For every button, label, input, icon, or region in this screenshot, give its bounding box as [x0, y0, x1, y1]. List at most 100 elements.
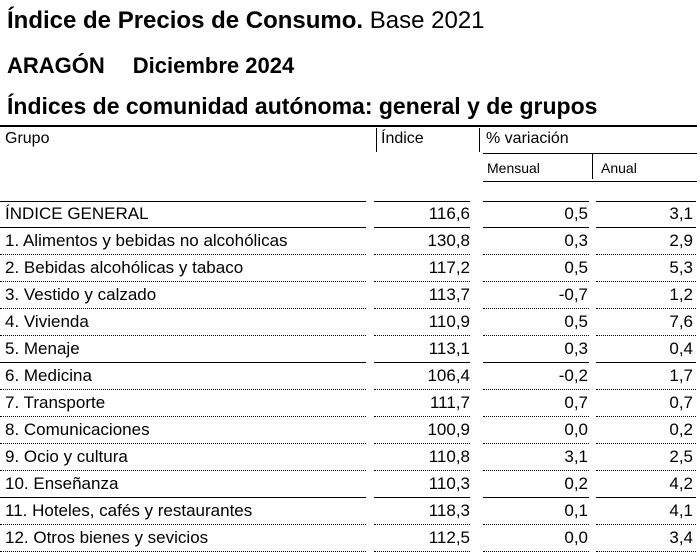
row-anual: 4,2 — [669, 474, 693, 493]
row-separator — [0, 551, 366, 552]
row-separator — [596, 362, 696, 363]
table-row: 1. Alimentos y bebidas no alcohólicas 130… — [0, 228, 700, 255]
document-title: Índice de Precios de Consumo. Base 2021 — [7, 7, 485, 35]
row-anual: 1,2 — [669, 285, 693, 304]
row-indice: 110,8 — [428, 447, 470, 466]
row-mensual: 0,7 — [564, 393, 588, 412]
row-grupo: 8. Comunicaciones — [5, 420, 150, 439]
title-bold: Índice de Precios de Consumo. — [7, 7, 364, 34]
row-separator — [596, 281, 696, 282]
row-separator — [374, 497, 470, 498]
row-separator — [0, 308, 366, 309]
row-separator — [0, 335, 366, 336]
row-separator — [483, 254, 589, 255]
row-grupo: 9. Ocio y cultura — [5, 447, 128, 466]
row-separator — [374, 335, 470, 336]
row-separator — [483, 335, 589, 336]
row-separator — [596, 497, 696, 498]
region-date-line: ARAGÓN Diciembre 2024 — [7, 53, 294, 79]
row-separator — [374, 551, 470, 552]
region-name: ARAGÓN — [7, 53, 105, 78]
row-separator — [374, 281, 470, 282]
row-separator — [483, 524, 589, 525]
row-mensual: 0,0 — [564, 420, 588, 439]
row-separator — [483, 389, 589, 390]
table-row: 6. Medicina 106,4 -0,2 1,7 — [0, 363, 700, 390]
row-grupo: 3. Vestido y calzado — [5, 285, 157, 304]
row-mensual: 0,1 — [564, 501, 588, 520]
row-separator — [374, 470, 470, 471]
table-row: 5. Menaje 113,1 0,3 0,4 — [0, 336, 700, 363]
row-separator — [596, 551, 696, 552]
row-separator — [0, 254, 366, 255]
period-date: Diciembre 2024 — [132, 53, 295, 78]
row-anual: 0,4 — [669, 339, 693, 358]
col-header-indice: Índice — [381, 130, 424, 147]
row-grupo: 6. Medicina — [5, 366, 92, 385]
row-indice: 111,7 — [429, 393, 470, 412]
table-row: 9. Ocio y cultura 110,8 3,1 2,5 — [0, 444, 700, 471]
row-separator — [596, 254, 696, 255]
table-row: 10. Enseñanza 110,3 0,2 4,2 — [0, 471, 700, 498]
row-separator — [374, 362, 470, 363]
table-row: 11. Hoteles, cafés y restaurantes 118,3 0,… — [0, 498, 700, 525]
table-row: 7. Transporte 111,7 0,7 0,7 — [0, 390, 700, 417]
row-indice: 113,7 — [428, 285, 470, 304]
row-separator — [0, 524, 366, 525]
row-mensual: 0,2 — [564, 474, 588, 493]
row-separator — [483, 443, 589, 444]
table-row: 12. Otros bienes y sevicios 112,5 0,0 3,4 — [0, 525, 700, 552]
row-separator — [0, 389, 366, 390]
row-indice: 117,2 — [428, 258, 470, 277]
row-grupo: 1. Alimentos y bebidas no alcohólicas — [5, 231, 288, 250]
row-separator — [0, 497, 366, 498]
row-mensual: 3,1 — [564, 447, 588, 466]
row-anual: 1,7 — [669, 366, 693, 385]
title-base: Base 2021 — [363, 7, 485, 34]
col-divider — [479, 128, 480, 152]
row-indice: 116,6 — [428, 204, 470, 223]
row-separator — [483, 281, 589, 282]
row-separator — [596, 470, 696, 471]
header-bottom-rule — [374, 201, 470, 202]
row-separator — [0, 281, 366, 282]
header-bottom-rule — [0, 201, 366, 202]
row-mensual: 0,0 — [564, 528, 588, 547]
row-grupo: 12. Otros bienes y sevicios — [5, 528, 209, 547]
row-separator — [483, 308, 589, 309]
col-divider — [376, 128, 377, 152]
row-anual: 3,4 — [669, 528, 693, 547]
row-separator — [0, 362, 366, 363]
row-separator — [0, 470, 366, 471]
row-indice: 130,8 — [427, 231, 470, 250]
row-anual: 7,6 — [669, 312, 693, 331]
row-separator — [374, 227, 470, 228]
header-sub-rule — [483, 153, 697, 154]
row-grupo: 5. Menaje — [5, 339, 80, 358]
row-separator — [596, 308, 696, 309]
row-mensual: -0,7 — [558, 285, 588, 304]
row-indice: 113,1 — [428, 339, 470, 358]
row-separator — [596, 389, 696, 390]
table-row: 2. Bebidas alcohólicas y tabaco 117,2 0,5 5… — [0, 255, 700, 282]
row-anual: 5,3 — [669, 258, 693, 277]
row-mensual: 0,5 — [564, 204, 588, 223]
row-separator — [483, 551, 589, 552]
row-indice: 110,9 — [428, 312, 470, 331]
col-header-variacion: % variación — [486, 130, 569, 147]
row-separator — [483, 497, 589, 498]
row-separator — [374, 254, 470, 255]
row-separator — [596, 227, 696, 228]
row-separator — [374, 443, 470, 444]
row-anual: 4,1 — [669, 501, 693, 520]
table-row: 3. Vestido y calzado 113,7 -0,7 1,2 — [0, 282, 700, 309]
row-separator — [374, 308, 470, 309]
row-indice: 118,3 — [428, 501, 470, 520]
col-header-anual: Anual — [601, 160, 637, 176]
row-grupo: 10. Enseñanza — [5, 474, 119, 493]
table-subtitle: Índices de comunidad autónoma: general y… — [7, 93, 598, 119]
row-anual: 0,2 — [669, 420, 693, 439]
row-mensual: 0,3 — [564, 339, 588, 358]
table-row: 8. Comunicaciones 100,9 0,0 0,2 — [0, 417, 700, 444]
header-bottom-rule — [596, 201, 696, 202]
